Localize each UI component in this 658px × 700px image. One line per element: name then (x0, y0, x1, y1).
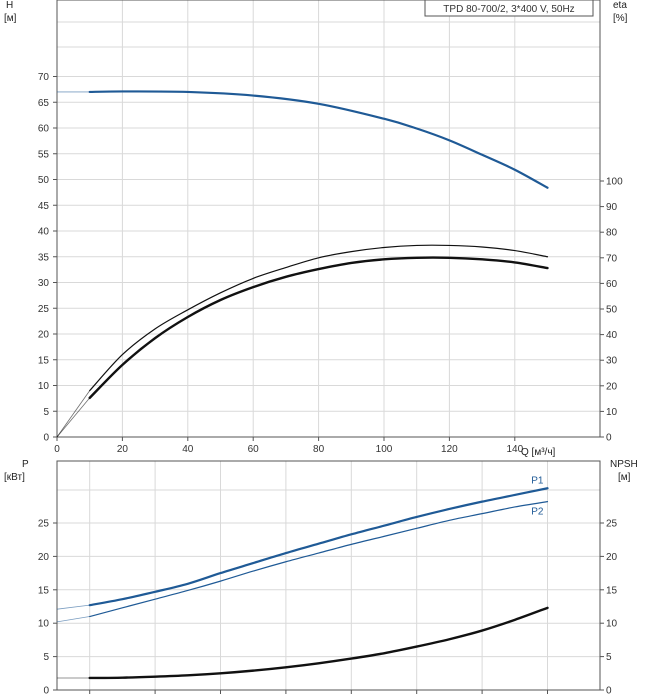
left-tick-label: 25 (38, 304, 50, 315)
x-tick-label: 80 (313, 444, 325, 455)
series-label-p1: P1 (531, 475, 544, 486)
eta-axis-label: eta (613, 0, 627, 11)
left-tick-label: 15 (38, 585, 50, 596)
right-tick-label: 0 (606, 433, 612, 444)
series-leadin-line (56, 397, 91, 438)
npsh-axis-label: NPSH (610, 459, 638, 470)
p-axis-label: P (22, 459, 29, 470)
npsh-axis-unit: [м] (618, 472, 631, 483)
x-tick-label: 20 (117, 444, 129, 455)
series-leadin-line (56, 616, 90, 623)
right-tick-label: 20 (606, 552, 618, 563)
left-tick-label: 0 (43, 433, 49, 444)
power-npsh-panel: 0 5 10 15 20 25 0 5 10 15 20 25 P1 P2 (38, 460, 618, 697)
p-axis-unit: [кВт] (4, 472, 25, 483)
x-tick-label: 120 (441, 444, 458, 455)
chart-title-box: TPD 80-700/2, 3*400 V, 50Hz (424, 0, 594, 17)
x-tick-label: 140 (506, 444, 523, 455)
eta-axis-unit: [%] (613, 13, 628, 24)
series-line-0-1 (89, 244, 549, 392)
left-tick-label: 10 (38, 619, 50, 630)
right-tick-label: 5 (606, 652, 612, 663)
x-tick-label: 100 (376, 444, 393, 455)
series-leadin-line (56, 604, 90, 610)
right-tick-label: 25 (606, 519, 618, 530)
right-tick-label: 40 (606, 330, 618, 341)
q-axis-label: Q [м³/ч] (521, 447, 556, 458)
right-tick-label: 70 (606, 253, 618, 264)
right-tick-label: 60 (606, 279, 618, 290)
series-line-1-2 (88, 606, 549, 680)
left-tick-label: 5 (43, 407, 49, 418)
x-tick-label: 0 (54, 444, 60, 455)
left-tick-label: 55 (38, 149, 50, 160)
series-line-0-0 (88, 90, 549, 189)
right-tick-label: 100 (606, 177, 623, 188)
series-leadin-line (56, 390, 91, 438)
left-tick-label: 25 (38, 519, 50, 530)
left-tick-label: 70 (38, 72, 50, 83)
left-tick-label: 45 (38, 201, 50, 212)
x-tick-label: 60 (248, 444, 260, 455)
right-tick-label: 90 (606, 202, 618, 213)
left-tick-label: 35 (38, 252, 50, 263)
left-tick-label: 30 (38, 278, 50, 289)
right-tick-label: 30 (606, 356, 618, 367)
right-tick-label: 15 (606, 585, 618, 596)
h-axis-label: H (6, 0, 13, 11)
left-tick-label: 20 (38, 552, 50, 563)
series-line-0-2 (88, 256, 549, 400)
right-tick-label: 10 (606, 407, 618, 418)
left-tick-label: 0 (43, 686, 49, 697)
right-tick-label: 10 (606, 619, 618, 630)
right-tick-label: 80 (606, 228, 618, 239)
right-tick-label: 20 (606, 381, 618, 392)
h-axis-unit: [м] (4, 13, 17, 24)
right-tick-label: 0 (606, 686, 612, 697)
left-tick-label: 15 (38, 355, 50, 366)
left-tick-label: 60 (38, 124, 50, 135)
left-tick-label: 5 (43, 652, 49, 663)
right-tick-label: 50 (606, 305, 618, 316)
left-tick-label: 10 (38, 381, 50, 392)
series-line-1-0 (88, 487, 549, 607)
x-tick-label: 40 (182, 444, 194, 455)
chart-title: TPD 80-700/2, 3*400 V, 50Hz (443, 4, 574, 15)
head-efficiency-panel: 0 5 10 15 20 25 30 35 40 45 50 55 60 65 70 0 10 20 30 40 50 6… (38, 0, 623, 455)
plot-frame (56, 460, 601, 691)
left-tick-label: 65 (38, 98, 50, 109)
plot-frame (56, 0, 601, 438)
left-tick-label: 40 (38, 227, 50, 238)
series-line-1-1 (89, 501, 549, 618)
left-tick-label: 20 (38, 330, 50, 341)
left-tick-label: 50 (38, 175, 50, 186)
series-label-p2: P2 (531, 507, 544, 518)
